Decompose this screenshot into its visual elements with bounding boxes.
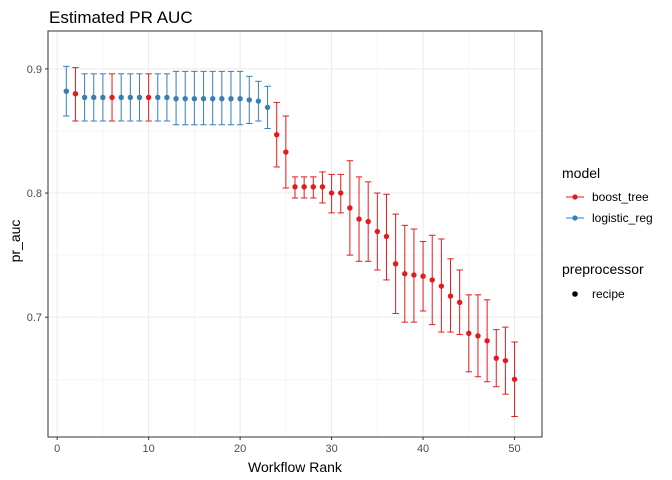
panel-background [48,31,542,437]
data-point [264,104,271,111]
data-point [310,184,316,190]
data-point [456,299,463,305]
chart-title: Estimated PR AUC [49,8,193,27]
data-point [420,273,426,279]
x-axis-title: Workflow Rank [248,459,343,475]
data-point [283,149,289,155]
data-point [484,338,490,344]
data-point [466,330,472,337]
data-point [319,184,326,190]
x-tick-label: 30 [325,443,337,455]
data-point [328,190,335,196]
data-point [502,357,509,364]
data-point [164,94,170,101]
data-point [91,94,97,101]
data-points [63,88,518,382]
data-point [402,271,408,277]
data-point [274,131,280,138]
legend-label-boost-tree: boost_tree [592,190,649,204]
data-point [136,94,143,101]
x-tick-label: 10 [143,443,155,455]
legend: model boost_tree logistic_reg preprocess… [562,165,653,301]
data-point [356,216,362,222]
data-point [338,190,344,196]
legend-dot-logistic-reg [572,215,578,221]
legend-dot-boost-tree [572,194,578,200]
data-point [383,233,390,240]
x-tick-label: 20 [234,443,246,455]
axis-ticks: 0 10 20 30 40 50 0.7 0.8 0.9 [27,30,543,455]
data-point [438,283,445,289]
data-point [511,376,518,382]
legend-dot-recipe [572,291,578,297]
data-point [100,94,106,101]
legend-title-preprocessor: preprocessor [562,261,644,277]
data-point [411,272,417,278]
data-point [429,277,435,283]
data-point [365,218,371,225]
data-point [173,95,179,102]
x-tick-label: 40 [417,443,429,455]
data-point [255,98,262,104]
data-point [347,205,353,211]
data-point [118,94,124,101]
data-point [392,261,399,267]
data-point [447,293,454,299]
y-axis-title: pr_auc [7,220,23,263]
data-point [374,228,381,235]
x-tick-label: 0 [54,443,60,455]
panel-border [47,30,543,438]
data-point [145,94,152,101]
data-point [301,184,307,190]
data-point [493,355,499,361]
y-tick-label: 0.8 [27,188,42,200]
data-point [228,95,234,102]
data-point [63,88,69,94]
x-tick-label: 50 [508,443,520,455]
data-point [292,184,298,190]
data-point [182,95,188,102]
data-point [72,91,79,97]
data-point [246,97,252,103]
legend-label-logistic-reg: logistic_reg [592,211,653,225]
data-point [81,94,88,101]
data-point [200,95,207,102]
data-point [155,94,161,101]
data-point [219,95,225,102]
legend-key-logistic-reg [566,215,584,221]
data-point [237,95,243,102]
data-point [127,94,134,101]
data-point [209,95,216,102]
plot-panel [48,31,542,437]
legend-title-model: model [562,165,600,181]
legend-key-boost-tree [566,194,584,200]
y-tick-label: 0.9 [27,64,42,76]
y-tick-label: 0.7 [27,312,42,324]
data-point [191,95,198,102]
legend-label-recipe: recipe [592,287,625,301]
data-point [109,94,115,101]
data-point [475,333,481,339]
